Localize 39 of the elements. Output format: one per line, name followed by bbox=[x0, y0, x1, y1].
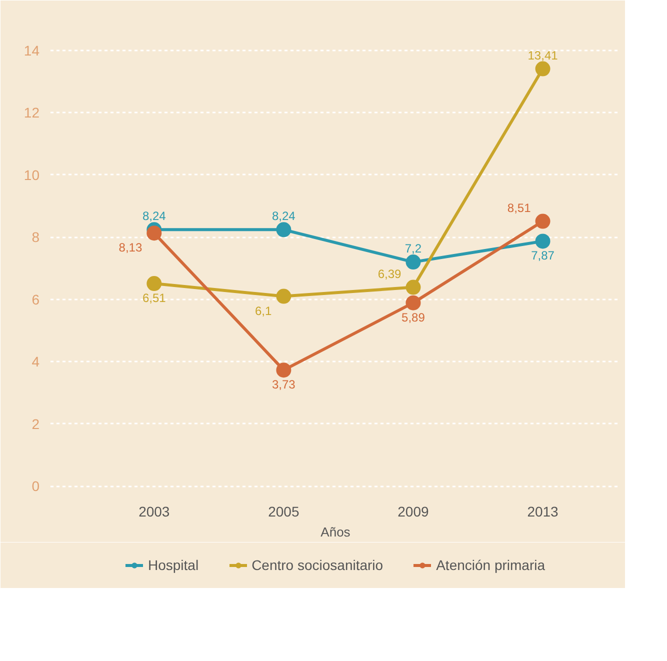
y-tick-label: 14 bbox=[24, 42, 40, 58]
y-tick-label: 0 bbox=[32, 478, 40, 494]
point bbox=[406, 280, 421, 295]
legend-label: Centro sociosanitario bbox=[252, 557, 384, 573]
data-label: 5,89 bbox=[402, 310, 426, 324]
point bbox=[276, 362, 292, 378]
x-tick-label: 2013 bbox=[527, 504, 559, 520]
point bbox=[406, 254, 421, 270]
x-tick-label: 2005 bbox=[268, 504, 300, 520]
point bbox=[535, 214, 550, 229]
data-label: 8,51 bbox=[507, 200, 532, 215]
data-label: 13,41 bbox=[528, 48, 558, 62]
point bbox=[276, 222, 292, 238]
data-label: 7,2 bbox=[404, 242, 422, 256]
point bbox=[535, 234, 550, 249]
data-label: 8,24 bbox=[142, 209, 166, 224]
point bbox=[406, 295, 421, 310]
y-tick-label: 2 bbox=[32, 416, 40, 432]
y-tick-label: 10 bbox=[24, 166, 40, 183]
y-tick-label: 4 bbox=[32, 354, 40, 370]
x-tick-label: 2009 bbox=[398, 504, 430, 520]
data-label: 6,39 bbox=[378, 266, 402, 281]
point bbox=[276, 288, 292, 304]
x-tick-label: 2003 bbox=[138, 504, 170, 520]
y-tick-label: 8 bbox=[32, 229, 40, 246]
x-axis-title: Años bbox=[320, 524, 351, 540]
point bbox=[535, 61, 550, 76]
data-label: 7,87 bbox=[531, 248, 555, 263]
legend-label: Atención primaria bbox=[436, 557, 546, 573]
data-label: 8,24 bbox=[272, 209, 296, 224]
data-label: 8,13 bbox=[118, 240, 142, 255]
data-label: 6,51 bbox=[142, 291, 166, 306]
data-label: 3,73 bbox=[272, 378, 296, 392]
point bbox=[146, 276, 162, 292]
point bbox=[146, 226, 162, 241]
y-tick-label: 6 bbox=[32, 291, 40, 308]
data-label: 6,1 bbox=[255, 304, 272, 318]
y-tick-label: 12 bbox=[24, 104, 40, 121]
legend-label: Hospital bbox=[148, 557, 199, 573]
